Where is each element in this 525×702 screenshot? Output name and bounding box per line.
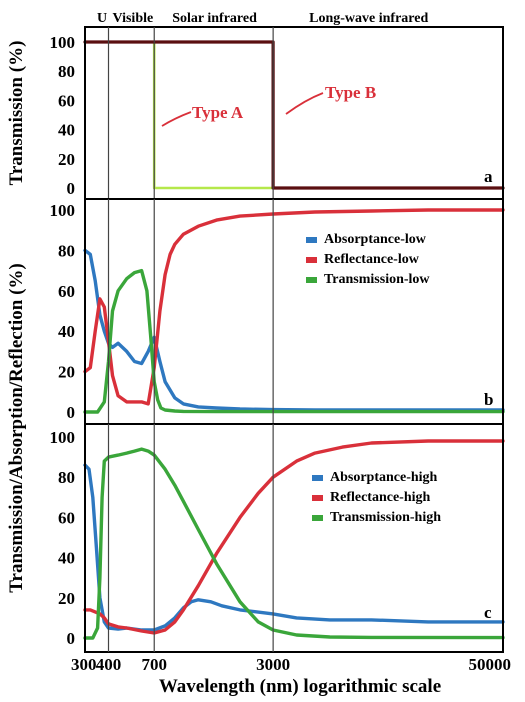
- y-tick-label: 40: [58, 322, 75, 341]
- y-tick-label: 20: [58, 150, 75, 169]
- y-tick-label: 100: [50, 428, 76, 447]
- y-tick-label: 80: [58, 62, 75, 81]
- series-line-absorptance-high: [83, 463, 505, 632]
- y-tick-label: 60: [58, 508, 75, 527]
- y-axis-title-transmission: Transmission (%): [6, 41, 27, 186]
- region-label: Long-wave infrared: [309, 11, 428, 26]
- y-tick-label: 20: [58, 363, 75, 382]
- y-tick-label: 40: [58, 549, 75, 568]
- y-tick-label: 60: [58, 282, 75, 301]
- region-label: U: [97, 11, 107, 26]
- region-label: Solar infrared: [172, 11, 257, 26]
- annotation-type-a-leader: [161, 111, 192, 127]
- series-line-transmission-low: [83, 268, 505, 414]
- legend-label: Transmission-low: [324, 272, 430, 287]
- legend-swatch: [312, 475, 323, 481]
- panel-frame-c: [84, 423, 504, 653]
- annotation-type-b: Type B: [325, 83, 376, 102]
- panel-letter-b: b: [484, 390, 493, 409]
- series-line-type-a: [83, 40, 505, 190]
- legend-label: Reflectance-low: [324, 252, 420, 267]
- legend-swatch: [312, 495, 323, 501]
- y-tick-label: 80: [58, 468, 75, 487]
- y-tick-label: 80: [58, 241, 75, 260]
- y-tick-label: 60: [58, 91, 75, 110]
- y-tick-label: 0: [67, 403, 76, 422]
- series-line-absorptance-low: [83, 248, 505, 412]
- y-tick-label: 0: [67, 629, 76, 648]
- series-line-transmission-high: [83, 447, 505, 640]
- legend-swatch: [312, 515, 323, 521]
- legend-label: Absorptance-high: [330, 470, 438, 485]
- y-axis-title-shared: Transmission/Absorption/Reflection (%): [6, 263, 27, 593]
- x-axis-title: Wavelength (nm) logarithmic scale: [159, 676, 441, 697]
- panel-letter-a: a: [484, 167, 493, 186]
- annotation-type-a: Type A: [192, 103, 244, 122]
- x-tick-label: 300: [71, 655, 97, 674]
- legend-swatch: [306, 237, 317, 243]
- y-tick-label: 40: [58, 121, 75, 140]
- region-label: Visible: [113, 11, 154, 26]
- panel-letter-c: c: [484, 603, 492, 622]
- x-tick-label: 400: [96, 655, 122, 674]
- y-tick-label: 100: [50, 201, 76, 220]
- legend-label: Transmission-high: [330, 510, 441, 525]
- x-tick-label: 50000: [469, 655, 512, 674]
- series-line-reflectance-high: [83, 439, 505, 635]
- panel-frame-a: [84, 26, 504, 200]
- series-line-reflectance-low: [83, 208, 505, 406]
- x-tick-label: 3000: [256, 655, 290, 674]
- legend-label: Absorptance-low: [324, 232, 427, 247]
- y-tick-label: 100: [50, 33, 76, 52]
- y-tick-label: 20: [58, 589, 75, 608]
- series-line-type-b: [83, 40, 505, 190]
- legend-swatch: [306, 257, 317, 263]
- x-tick-label: 700: [141, 655, 167, 674]
- legend-label: Reflectance-high: [330, 490, 431, 505]
- y-tick-label: 0: [67, 179, 76, 198]
- legend-swatch: [306, 277, 317, 283]
- annotation-type-b-leader: [285, 92, 324, 115]
